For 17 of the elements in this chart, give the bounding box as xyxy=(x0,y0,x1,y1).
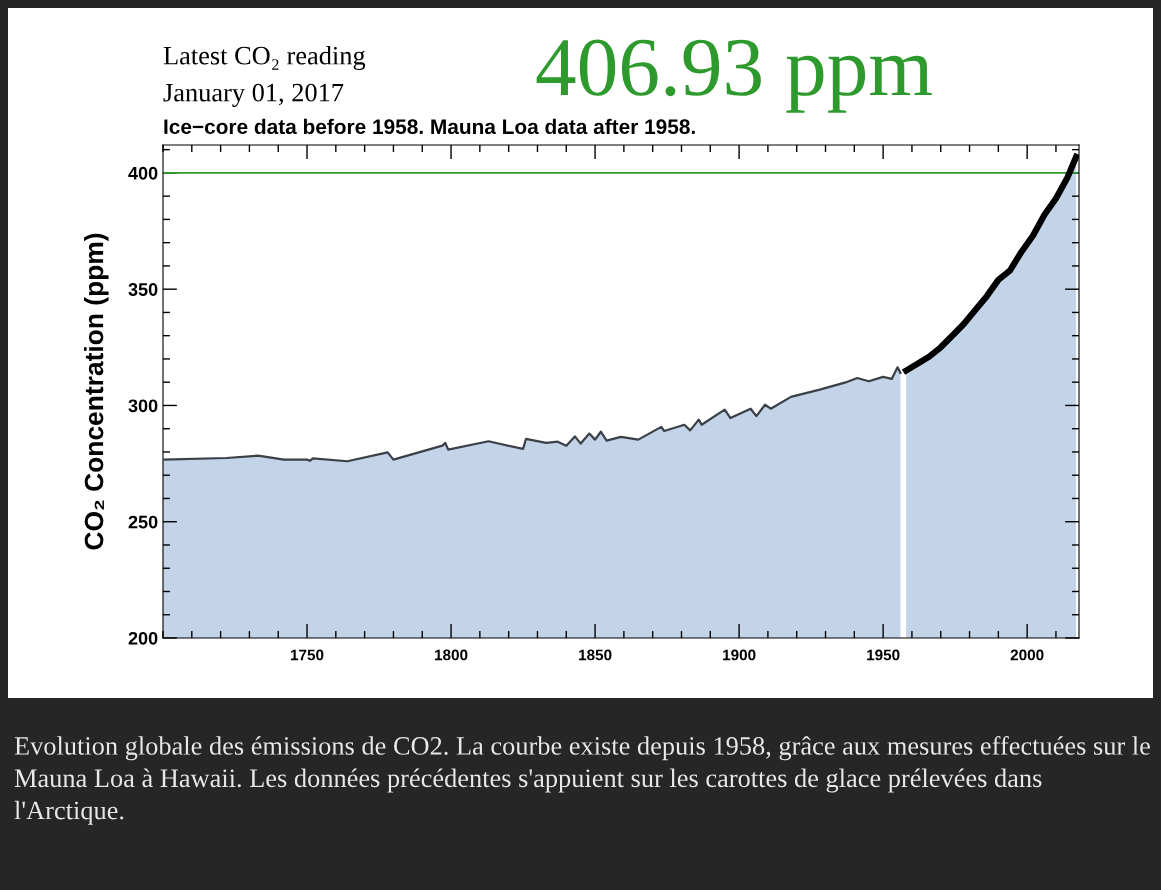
text: Evolution globale des émissions de CO2. La courbe existe depuis 1958, grâce aux mesures effectuées sur le Mauna Loa à Hawaii. Les données précédentes s'appuient sur les carottes de glace prélevées dans l'Arctique. xyxy=(14,736,1150,825)
x-tick-label: 1800 xyxy=(435,649,468,661)
y-tick-label: 350 xyxy=(128,283,158,296)
x-tick-label: 1900 xyxy=(723,649,756,661)
y-tick-label: 250 xyxy=(128,515,158,529)
text: January 01, 2017 xyxy=(163,83,344,107)
y-axis-title: CO₂ Concentration (ppm) xyxy=(83,233,109,550)
x-tick-label: 1850 xyxy=(579,649,612,661)
y-tick-label: 200 xyxy=(128,631,158,645)
x-tick-label: 1750 xyxy=(291,649,324,661)
text: 406.93 ppm xyxy=(536,39,932,113)
chart-title: Ice−core data before 1958. Mauna Loa data after 1958. xyxy=(164,118,695,135)
y-tick-label: 400 xyxy=(128,166,158,180)
text: Latest CO₂ reading xyxy=(163,46,366,70)
x-tick-label: 1950 xyxy=(867,649,900,661)
x-tick-label: 2000 xyxy=(1010,649,1044,661)
y-tick-label: 300 xyxy=(128,399,158,413)
